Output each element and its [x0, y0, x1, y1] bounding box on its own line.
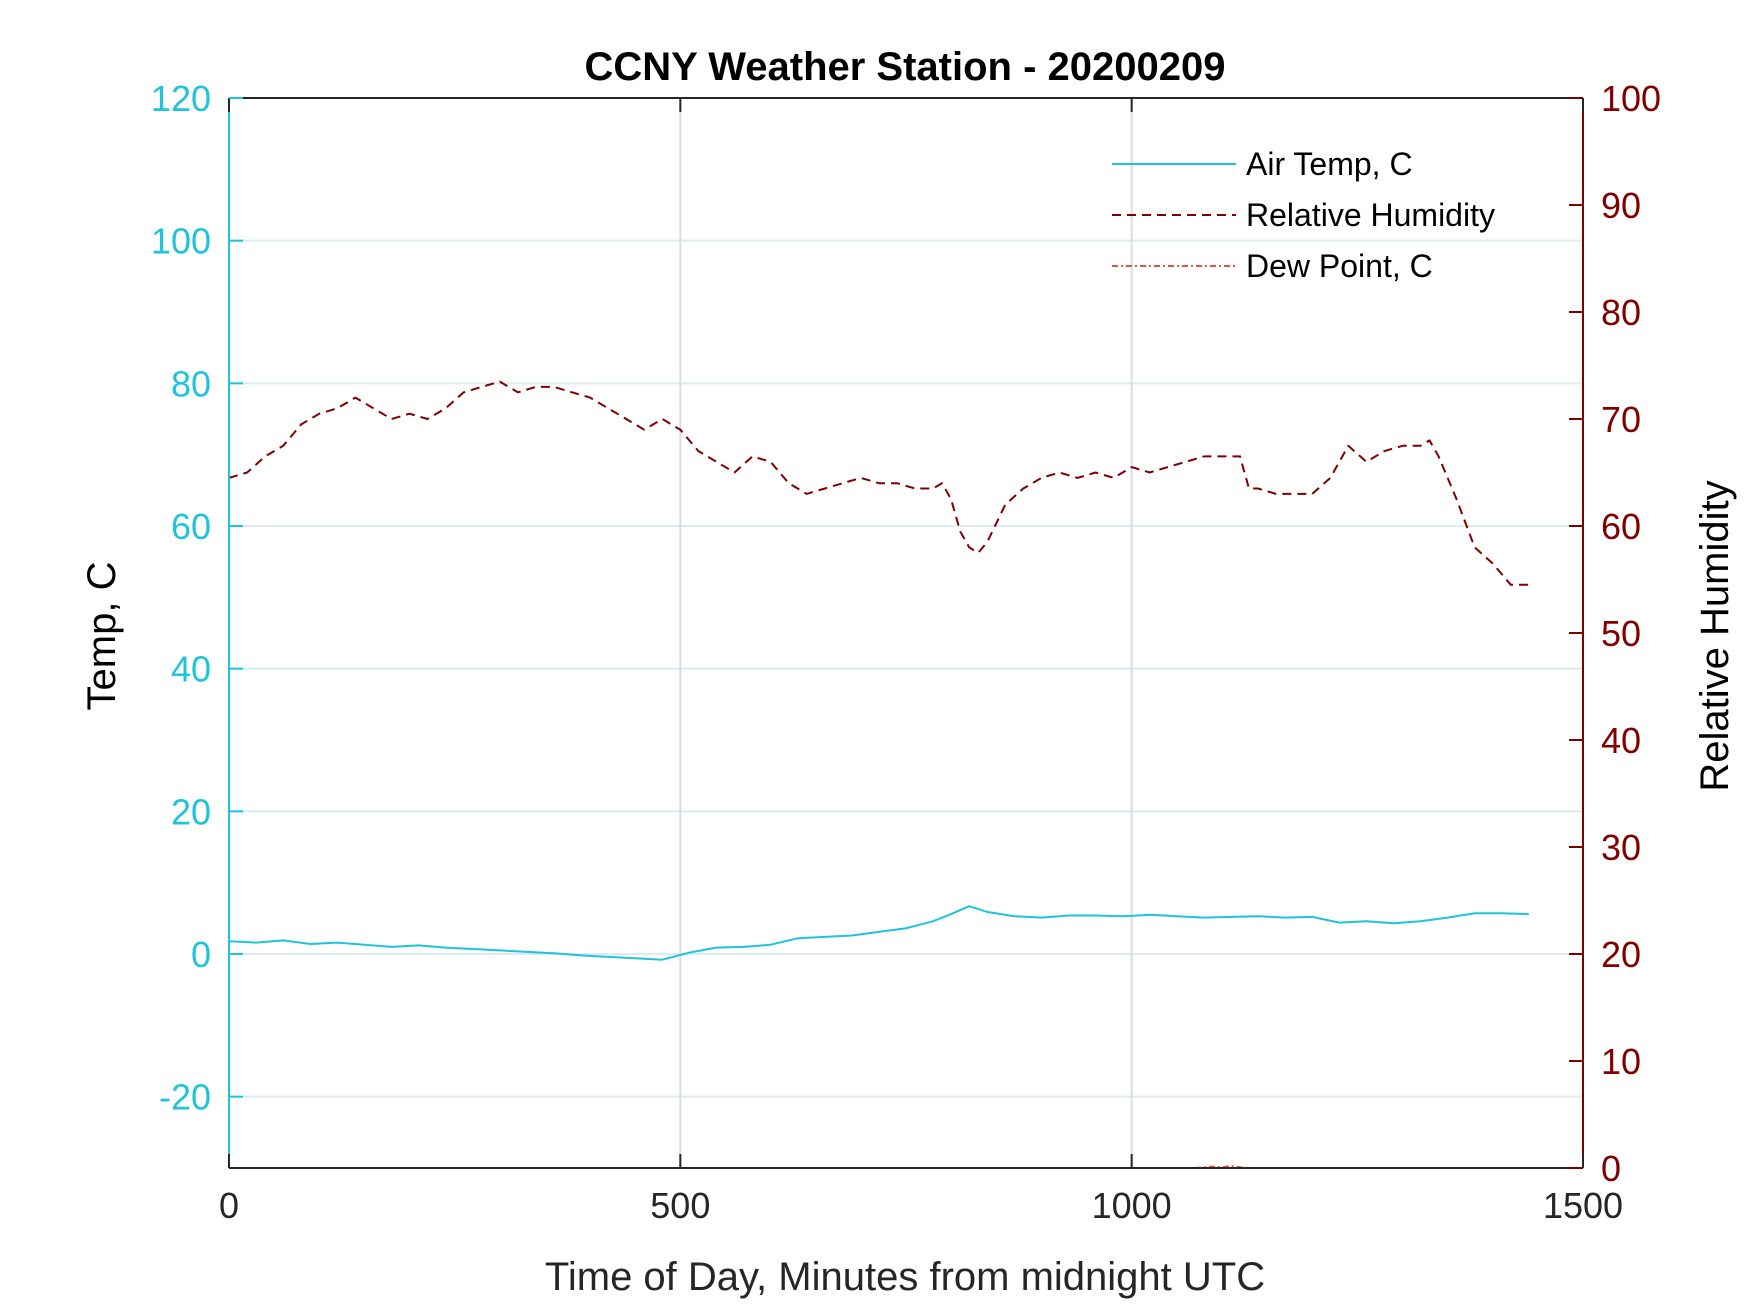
y-tick-label-right: 0 — [1601, 1148, 1621, 1189]
legend: Air Temp, C Relative Humidity Dew Point, C — [1112, 146, 1495, 284]
y-tick-label-left: 40 — [171, 649, 211, 690]
air-temp-c-line — [228, 905, 1529, 961]
y-tick-label-left: 20 — [171, 791, 211, 832]
grid-lines — [229, 98, 1583, 1168]
relative-humidity-line — [228, 380, 1529, 586]
x-tick-label: 0 — [219, 1185, 239, 1226]
y-tick-label-right: 20 — [1601, 934, 1641, 975]
y-tick-label-right: 90 — [1601, 185, 1641, 226]
y-tick-label-right: 80 — [1601, 292, 1641, 333]
y-tick-label-left: -20 — [159, 1077, 211, 1118]
y-tick-label-right: 70 — [1601, 399, 1641, 440]
y-tick-label-left: 60 — [171, 506, 211, 547]
y-tick-label-left: 80 — [171, 363, 211, 404]
y-tick-label-left: 100 — [151, 221, 211, 262]
x-tick-label: 1000 — [1092, 1185, 1172, 1226]
y-tick-label-right: 40 — [1601, 720, 1641, 761]
y-tick-label-left: 0 — [191, 934, 211, 975]
y-tick-label-left: 120 — [151, 78, 211, 119]
y-tick-label-right: 50 — [1601, 613, 1641, 654]
y-axis-label-right: Relative Humidity — [1693, 480, 1737, 791]
y-tick-label-right: 30 — [1601, 827, 1641, 868]
y-tick-label-right: 100 — [1601, 78, 1661, 119]
legend-entry-label: Air Temp, C — [1246, 146, 1413, 182]
x-tick-label: 500 — [650, 1185, 710, 1226]
x-tick-label: 1500 — [1543, 1185, 1623, 1226]
chart-title: CCNY Weather Station - 20200209 — [585, 45, 1226, 89]
legend-entry-label: Relative Humidity — [1246, 197, 1495, 233]
y-tick-label-right: 60 — [1601, 506, 1641, 547]
y-tick-label-right: 10 — [1601, 1041, 1641, 1082]
axes: 0 500 1000 1500 -20 0 20 40 60 80 100 120 0 10 20 30 40 5… — [151, 78, 1661, 1226]
x-axis-label: Time of Day, Minutes from midnight UTC — [545, 1255, 1265, 1299]
legend-entry-label: Dew Point, C — [1246, 248, 1433, 284]
y-axis-label-left: Temp, C — [80, 562, 124, 711]
